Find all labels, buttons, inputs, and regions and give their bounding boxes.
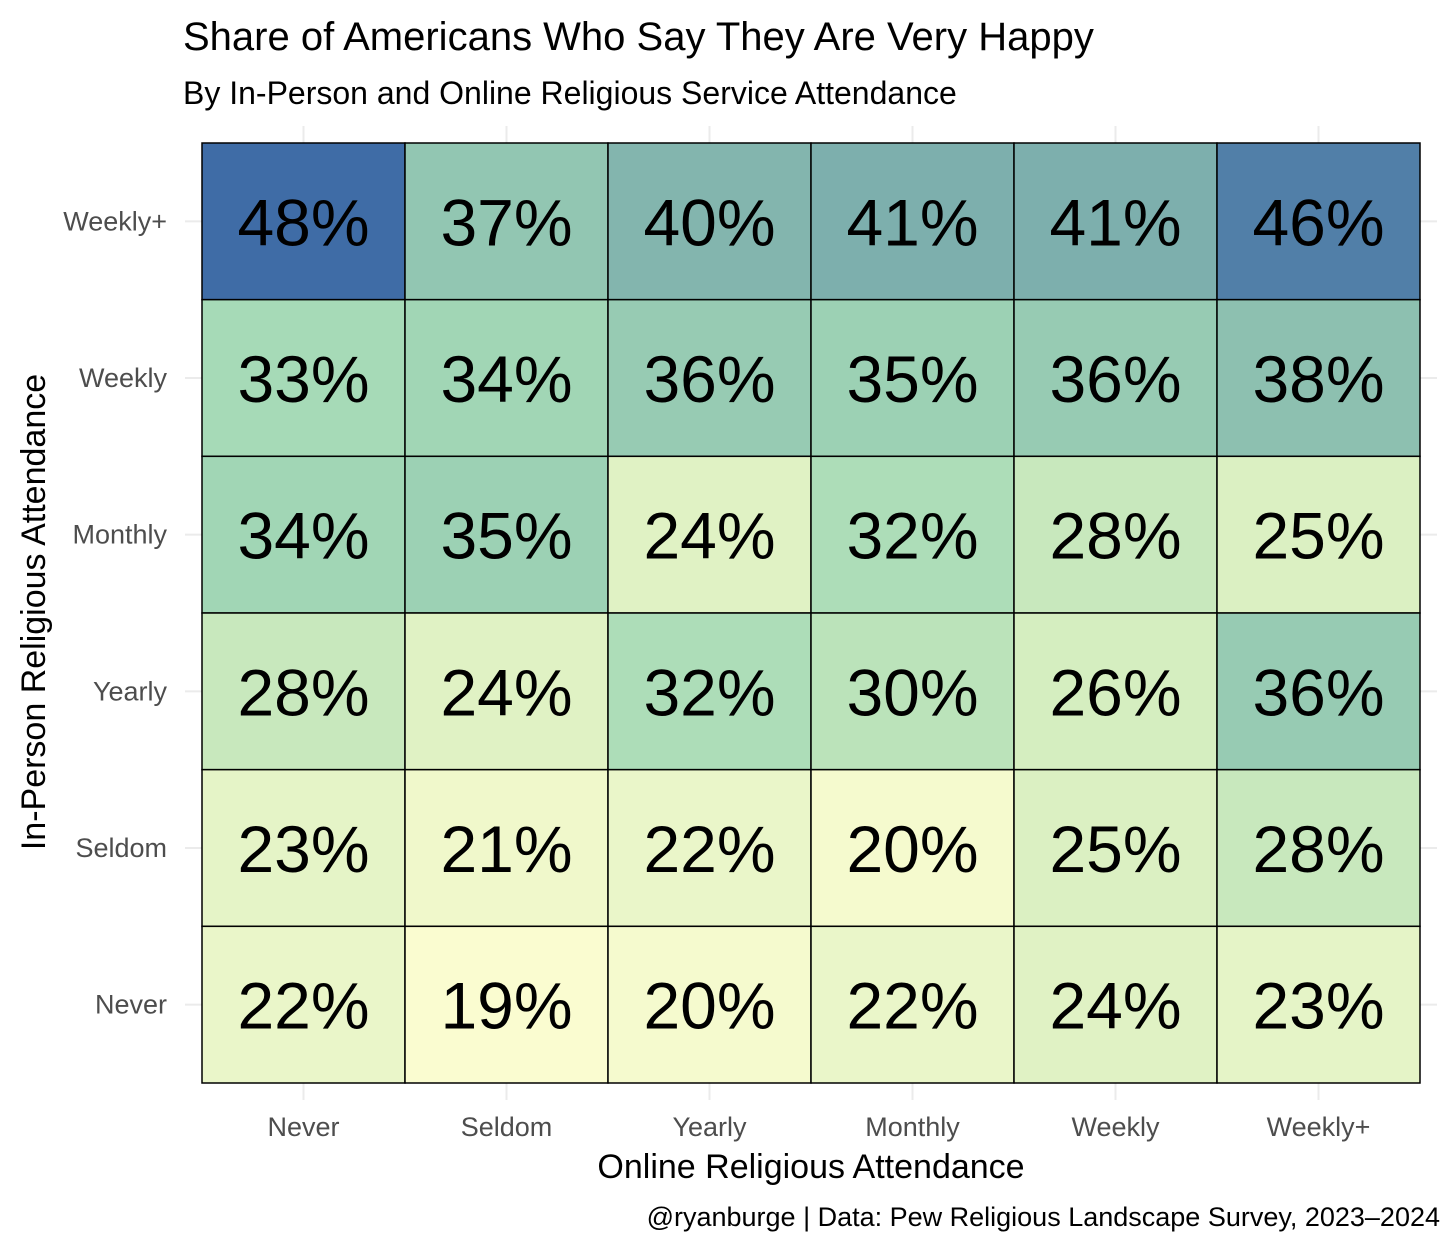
heatmap-cell-weekly-plus-yearly (607, 142, 812, 301)
heatmap-cell-never-weekly-plus (1216, 925, 1421, 1084)
cell-value-label: 28% (237, 655, 369, 729)
heatmap-cell-yearly-monthly (810, 612, 1015, 771)
cell-value-label: 40% (643, 185, 775, 259)
heatmap-cell-weekly-plus-monthly (810, 142, 1015, 301)
heatmap-cell-monthly-monthly (810, 455, 1015, 614)
heatmap-cell-monthly-yearly (607, 455, 812, 614)
cell-value-label: 20% (643, 969, 775, 1043)
cell-value-label: 20% (846, 812, 978, 886)
cell-value-label: 28% (1049, 499, 1181, 573)
chart-caption: @ryanburge | Data: Pew Religious Landsca… (647, 1202, 1440, 1232)
cell-value-label: 24% (643, 499, 775, 573)
y-tick-label: Yearly (93, 676, 168, 706)
cell-value-label: 22% (643, 812, 775, 886)
y-tick-label: Weekly (79, 363, 168, 393)
chart-title: Share of Americans Who Say They Are Very… (183, 15, 1094, 59)
heatmap-cell-monthly-weekly (1013, 455, 1218, 614)
heatmap-cell-monthly-seldom (404, 455, 609, 614)
heatmap-cell-weekly-weekly (1013, 298, 1218, 458)
x-tick-label: Yearly (672, 1112, 747, 1142)
heatmap-cell-weekly-weekly-plus (1216, 298, 1421, 458)
x-tick-label: Weekly (1071, 1112, 1160, 1142)
cell-value-label: 38% (1252, 342, 1384, 416)
heatmap-cells (201, 142, 1421, 1084)
heatmap-cell-never-seldom (404, 925, 609, 1084)
cell-value-label: 36% (1049, 342, 1181, 416)
heatmap-cell-weekly-never (201, 298, 406, 458)
heatmap-cell-weekly-yearly (607, 298, 812, 458)
cell-value-label: 48% (237, 185, 369, 259)
cell-value-label: 22% (846, 969, 978, 1043)
cell-value-label: 41% (846, 185, 978, 259)
cell-value-label: 23% (1252, 969, 1384, 1043)
heatmap-cell-yearly-weekly-plus (1216, 612, 1421, 771)
y-tick-label: Seldom (75, 833, 167, 863)
cell-value-label: 35% (846, 342, 978, 416)
x-tick-label: Seldom (461, 1112, 553, 1142)
y-tick-label: Weekly+ (63, 206, 167, 236)
cell-value-label: 32% (643, 655, 775, 729)
heatmap-cell-seldom-weekly-plus (1216, 768, 1421, 928)
heatmap-cell-monthly-weekly-plus (1216, 455, 1421, 614)
heatmap-cell-seldom-yearly (607, 768, 812, 928)
cell-value-label: 25% (1252, 499, 1384, 573)
cell-value-label: 46% (1252, 185, 1384, 259)
heatmap-cell-never-yearly (607, 925, 812, 1084)
chart-subtitle: By In-Person and Online Religious Servic… (183, 75, 957, 111)
cell-value-label: 25% (1049, 812, 1181, 886)
y-axis-title: In-Person Religious Attendance (15, 374, 53, 850)
heatmap-cell-never-weekly (1013, 925, 1218, 1084)
heatmap-cell-weekly-plus-weekly (1013, 142, 1218, 301)
cell-value-label: 33% (237, 342, 369, 416)
cell-value-label: 22% (237, 969, 369, 1043)
x-axis-title: Online Religious Attendance (597, 1148, 1024, 1186)
heatmap-cell-seldom-weekly (1013, 768, 1218, 928)
heatmap-cell-weekly-plus-never (201, 142, 406, 301)
cell-value-label: 32% (846, 499, 978, 573)
cell-value-label: 34% (440, 342, 572, 416)
cell-value-label: 34% (237, 499, 369, 573)
cell-value-label: 35% (440, 499, 572, 573)
cell-value-label: 36% (643, 342, 775, 416)
heatmap-cell-yearly-seldom (404, 612, 609, 771)
heatmap-cell-yearly-never (201, 612, 406, 771)
cell-value-labels: 48% 37% 40% 41% 41% 46% 33% 34% 36% 35% 36% 38% 34% 3… (237, 185, 1384, 1042)
heatmap-cell-seldom-seldom (404, 768, 609, 928)
x-tick-label: Weekly+ (1267, 1112, 1371, 1142)
heatmap-cell-weekly-seldom (404, 298, 609, 458)
x-tick-label: Monthly (865, 1112, 960, 1142)
cell-value-label: 41% (1049, 185, 1181, 259)
heatmap-cell-weekly-plus-seldom (404, 142, 609, 301)
cell-value-label: 23% (237, 812, 369, 886)
cell-value-label: 37% (440, 185, 572, 259)
cell-value-label: 28% (1252, 812, 1384, 886)
x-axis-tick-labels: Never Seldom Yearly Monthly Weekly Weekly+ (267, 1112, 1370, 1142)
y-tick-label: Never (95, 990, 167, 1020)
x-tick-label: Never (267, 1112, 339, 1142)
cell-value-label: 19% (440, 969, 572, 1043)
y-tick-label: Monthly (72, 520, 167, 550)
cell-value-label: 24% (1049, 969, 1181, 1043)
cell-value-label: 26% (1049, 655, 1181, 729)
cell-value-label: 24% (440, 655, 572, 729)
heatmap-cell-weekly-monthly (810, 298, 1015, 458)
y-axis-tick-labels: Weekly+ Weekly Monthly Yearly Seldom Never (63, 206, 167, 1019)
heatmap-cell-never-never (201, 925, 406, 1084)
cell-value-label: 36% (1252, 655, 1384, 729)
cell-value-label: 21% (440, 812, 572, 886)
cell-value-label: 30% (846, 655, 978, 729)
heatmap-cell-yearly-weekly (1013, 612, 1218, 771)
